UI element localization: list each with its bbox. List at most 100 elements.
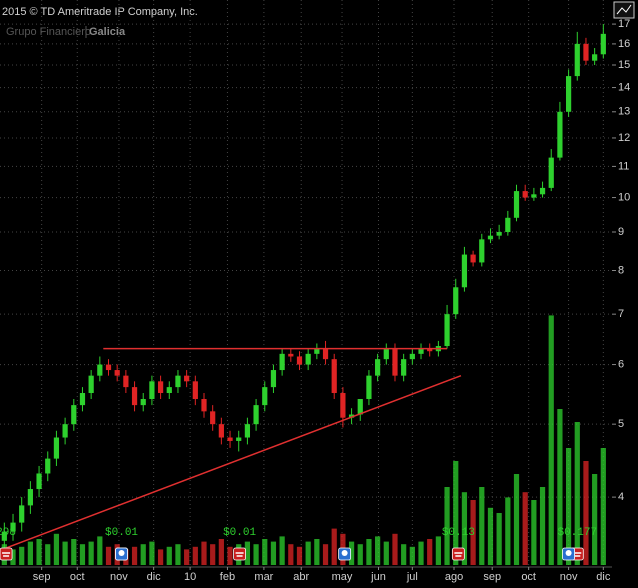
volume-bar [496, 513, 502, 565]
dividend-label: 298 [0, 527, 16, 539]
x-tick-label: oct [521, 571, 536, 583]
candle-body [565, 76, 572, 112]
candle-body [583, 43, 589, 61]
candle-body [88, 375, 94, 394]
volume-bar [105, 546, 112, 565]
y-tick-label: 16 [618, 38, 630, 50]
volume-bar [10, 549, 16, 565]
y-tick-label: 5 [618, 418, 624, 430]
y-tick-label: 17 [618, 18, 630, 30]
volume-bar [19, 546, 25, 565]
bulb-glyph [565, 550, 572, 556]
volume-bar [131, 546, 138, 565]
volume-bar [435, 536, 441, 565]
candle-body [123, 375, 129, 388]
volume-bar [357, 544, 363, 565]
x-tick-label: dic [147, 571, 162, 583]
volume-bar [583, 461, 589, 565]
symbol-name: Grupo Financiero [6, 26, 91, 38]
candle-body [253, 405, 259, 425]
volume-bar [244, 541, 251, 565]
volume-bar [71, 539, 77, 565]
candle-body [461, 254, 468, 288]
volume-bar [461, 492, 468, 565]
volume-bar [270, 541, 277, 565]
candle-body [383, 348, 389, 360]
candle-body [149, 381, 155, 400]
earnings-icon [0, 547, 13, 561]
volume-bar [470, 500, 476, 565]
x-tick-label: 10 [184, 571, 196, 583]
volume-bar [279, 536, 285, 565]
volume-bar [227, 546, 233, 565]
bulb-glyph [118, 550, 125, 556]
candle-body [244, 424, 251, 438]
volume-bar [262, 539, 268, 565]
dividend-label: $0.01 [105, 527, 138, 539]
candle-body [157, 381, 164, 394]
x-tick-label: feb [220, 571, 235, 583]
volume-bar [487, 507, 494, 565]
candle-body [262, 387, 268, 406]
volume-bar [557, 409, 563, 565]
candle-body [131, 387, 138, 406]
volume-bar [149, 541, 155, 565]
volume-bar [592, 474, 598, 565]
candle-body [348, 414, 355, 418]
candle-body [479, 239, 485, 263]
y-tick-label: 8 [618, 264, 624, 276]
candle-body [36, 473, 42, 490]
candle-body [227, 437, 233, 441]
trend-line [0, 374, 462, 551]
volume-bar [157, 549, 164, 565]
earnings-icon [233, 547, 246, 561]
x-tick-label: jun [370, 571, 386, 583]
volume-bar [253, 544, 259, 565]
volume-bar [79, 544, 86, 565]
candle-body [45, 458, 51, 474]
phone-glyph [454, 552, 463, 557]
volume-bar [97, 536, 103, 565]
volume-bar [140, 544, 146, 565]
volume-bar [479, 487, 485, 565]
candle-body [427, 348, 433, 352]
symbol-name2: Galicia [89, 26, 126, 38]
x-tick-label: nov [110, 571, 128, 583]
volume-bar [314, 539, 320, 565]
volume-bar [418, 541, 424, 565]
x-tick-label: sep [483, 571, 501, 583]
candle-body [114, 370, 120, 376]
volume-bar [505, 497, 511, 565]
candle-body [366, 375, 372, 400]
x-tick-label: oct [70, 571, 85, 583]
volume-bar [392, 533, 398, 565]
volume-bar [184, 549, 190, 565]
bulb-glyph [341, 550, 348, 556]
candle-body [487, 235, 494, 240]
volume-bar [175, 544, 181, 565]
x-tick-label: may [332, 571, 353, 583]
volume-bar [444, 487, 450, 565]
y-tick-label: 13 [618, 106, 630, 118]
candle-body [592, 54, 598, 61]
y-tick-label: 11 [618, 160, 629, 172]
volume-bar [288, 544, 294, 565]
x-tick-label: jul [406, 571, 418, 583]
volume-bar [513, 474, 520, 565]
volume-bar [62, 541, 68, 565]
dividend-label: $0.177 [557, 527, 597, 539]
candle-body [401, 359, 407, 376]
volume-bar [375, 536, 381, 565]
style-icon [616, 4, 632, 15]
dividend-label: $0.13 [442, 527, 475, 539]
volume-bar [453, 461, 459, 565]
candle-body [236, 437, 242, 441]
candle-body [62, 424, 68, 438]
candle-body [71, 405, 77, 425]
copyright: 2015 © TD Ameritrade IP Company, Inc. [2, 6, 198, 18]
y-tick-label: 9 [618, 226, 624, 238]
candle-body [105, 364, 112, 371]
